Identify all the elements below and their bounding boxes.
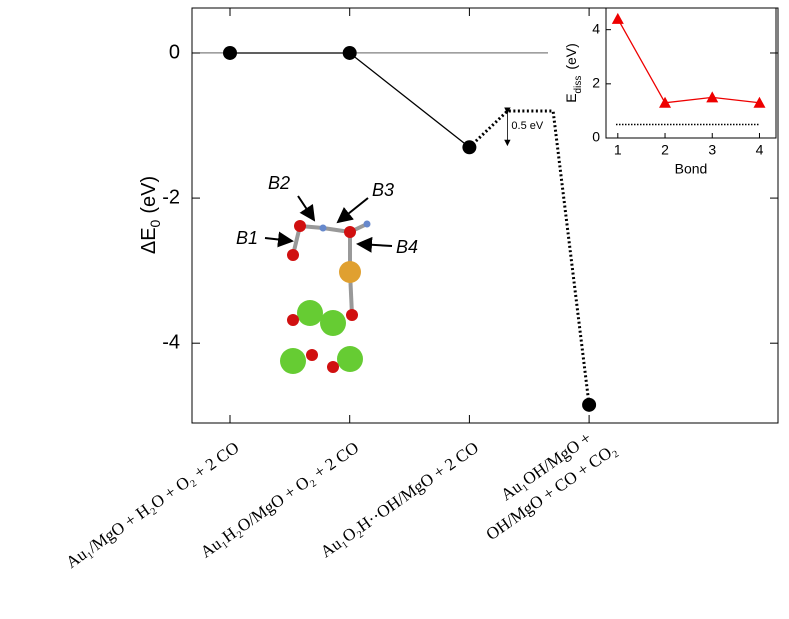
inset-y-tick-label: 0 [592,129,600,145]
inset-marker [611,12,624,24]
barrier-label: 0.5 eV [511,120,543,132]
y-axis-label: Ediss (eV) [563,43,584,103]
bond-label: B3 [372,180,394,200]
y-label-subscript: diss [573,76,584,94]
inset-x-axis-label: Bond [675,161,708,177]
energy-point [582,397,597,412]
y-label-subscript: 0 [147,219,163,227]
inset-line [617,18,760,104]
y-label-text: E [563,93,579,102]
inset-y-tick-label: 4 [592,20,600,36]
energy-line [230,52,470,148]
inset-marker [753,96,766,108]
inset-marker [659,96,672,108]
bond-label: B2 [268,173,290,193]
energy-point [342,45,357,60]
energy-point [462,140,477,155]
inset-x-tick-label: 1 [614,142,622,158]
inset-marker [706,91,719,103]
y-label-text: ΔE [138,227,160,254]
x-tick-label: Au₁OH/MgO +OH/MgO + CO + CO₂ [469,420,620,544]
plot-frame [191,7,779,424]
bond-label: B1 [236,228,258,248]
atoms [280,220,371,374]
y-tick-label: -2 [162,186,180,208]
y-label-unit: (eV) [563,43,579,69]
y-tick-label: 0 [169,41,180,63]
inset-y-tick-label: 2 [592,75,600,91]
bond-label: B4 [396,237,418,257]
y-axis-label: ΔE0 (eV) [138,176,162,254]
inset-x-tick-label: 3 [708,142,716,158]
inset-x-tick-label: 4 [756,142,764,158]
barrier-line [468,109,591,406]
bond-arrows [264,195,393,253]
y-label-unit: (eV) [138,176,160,214]
inset-x-tick-label: 2 [661,142,669,158]
inset-frame [605,7,777,139]
y-tick-label: -4 [162,331,180,353]
energy-point [223,45,237,60]
